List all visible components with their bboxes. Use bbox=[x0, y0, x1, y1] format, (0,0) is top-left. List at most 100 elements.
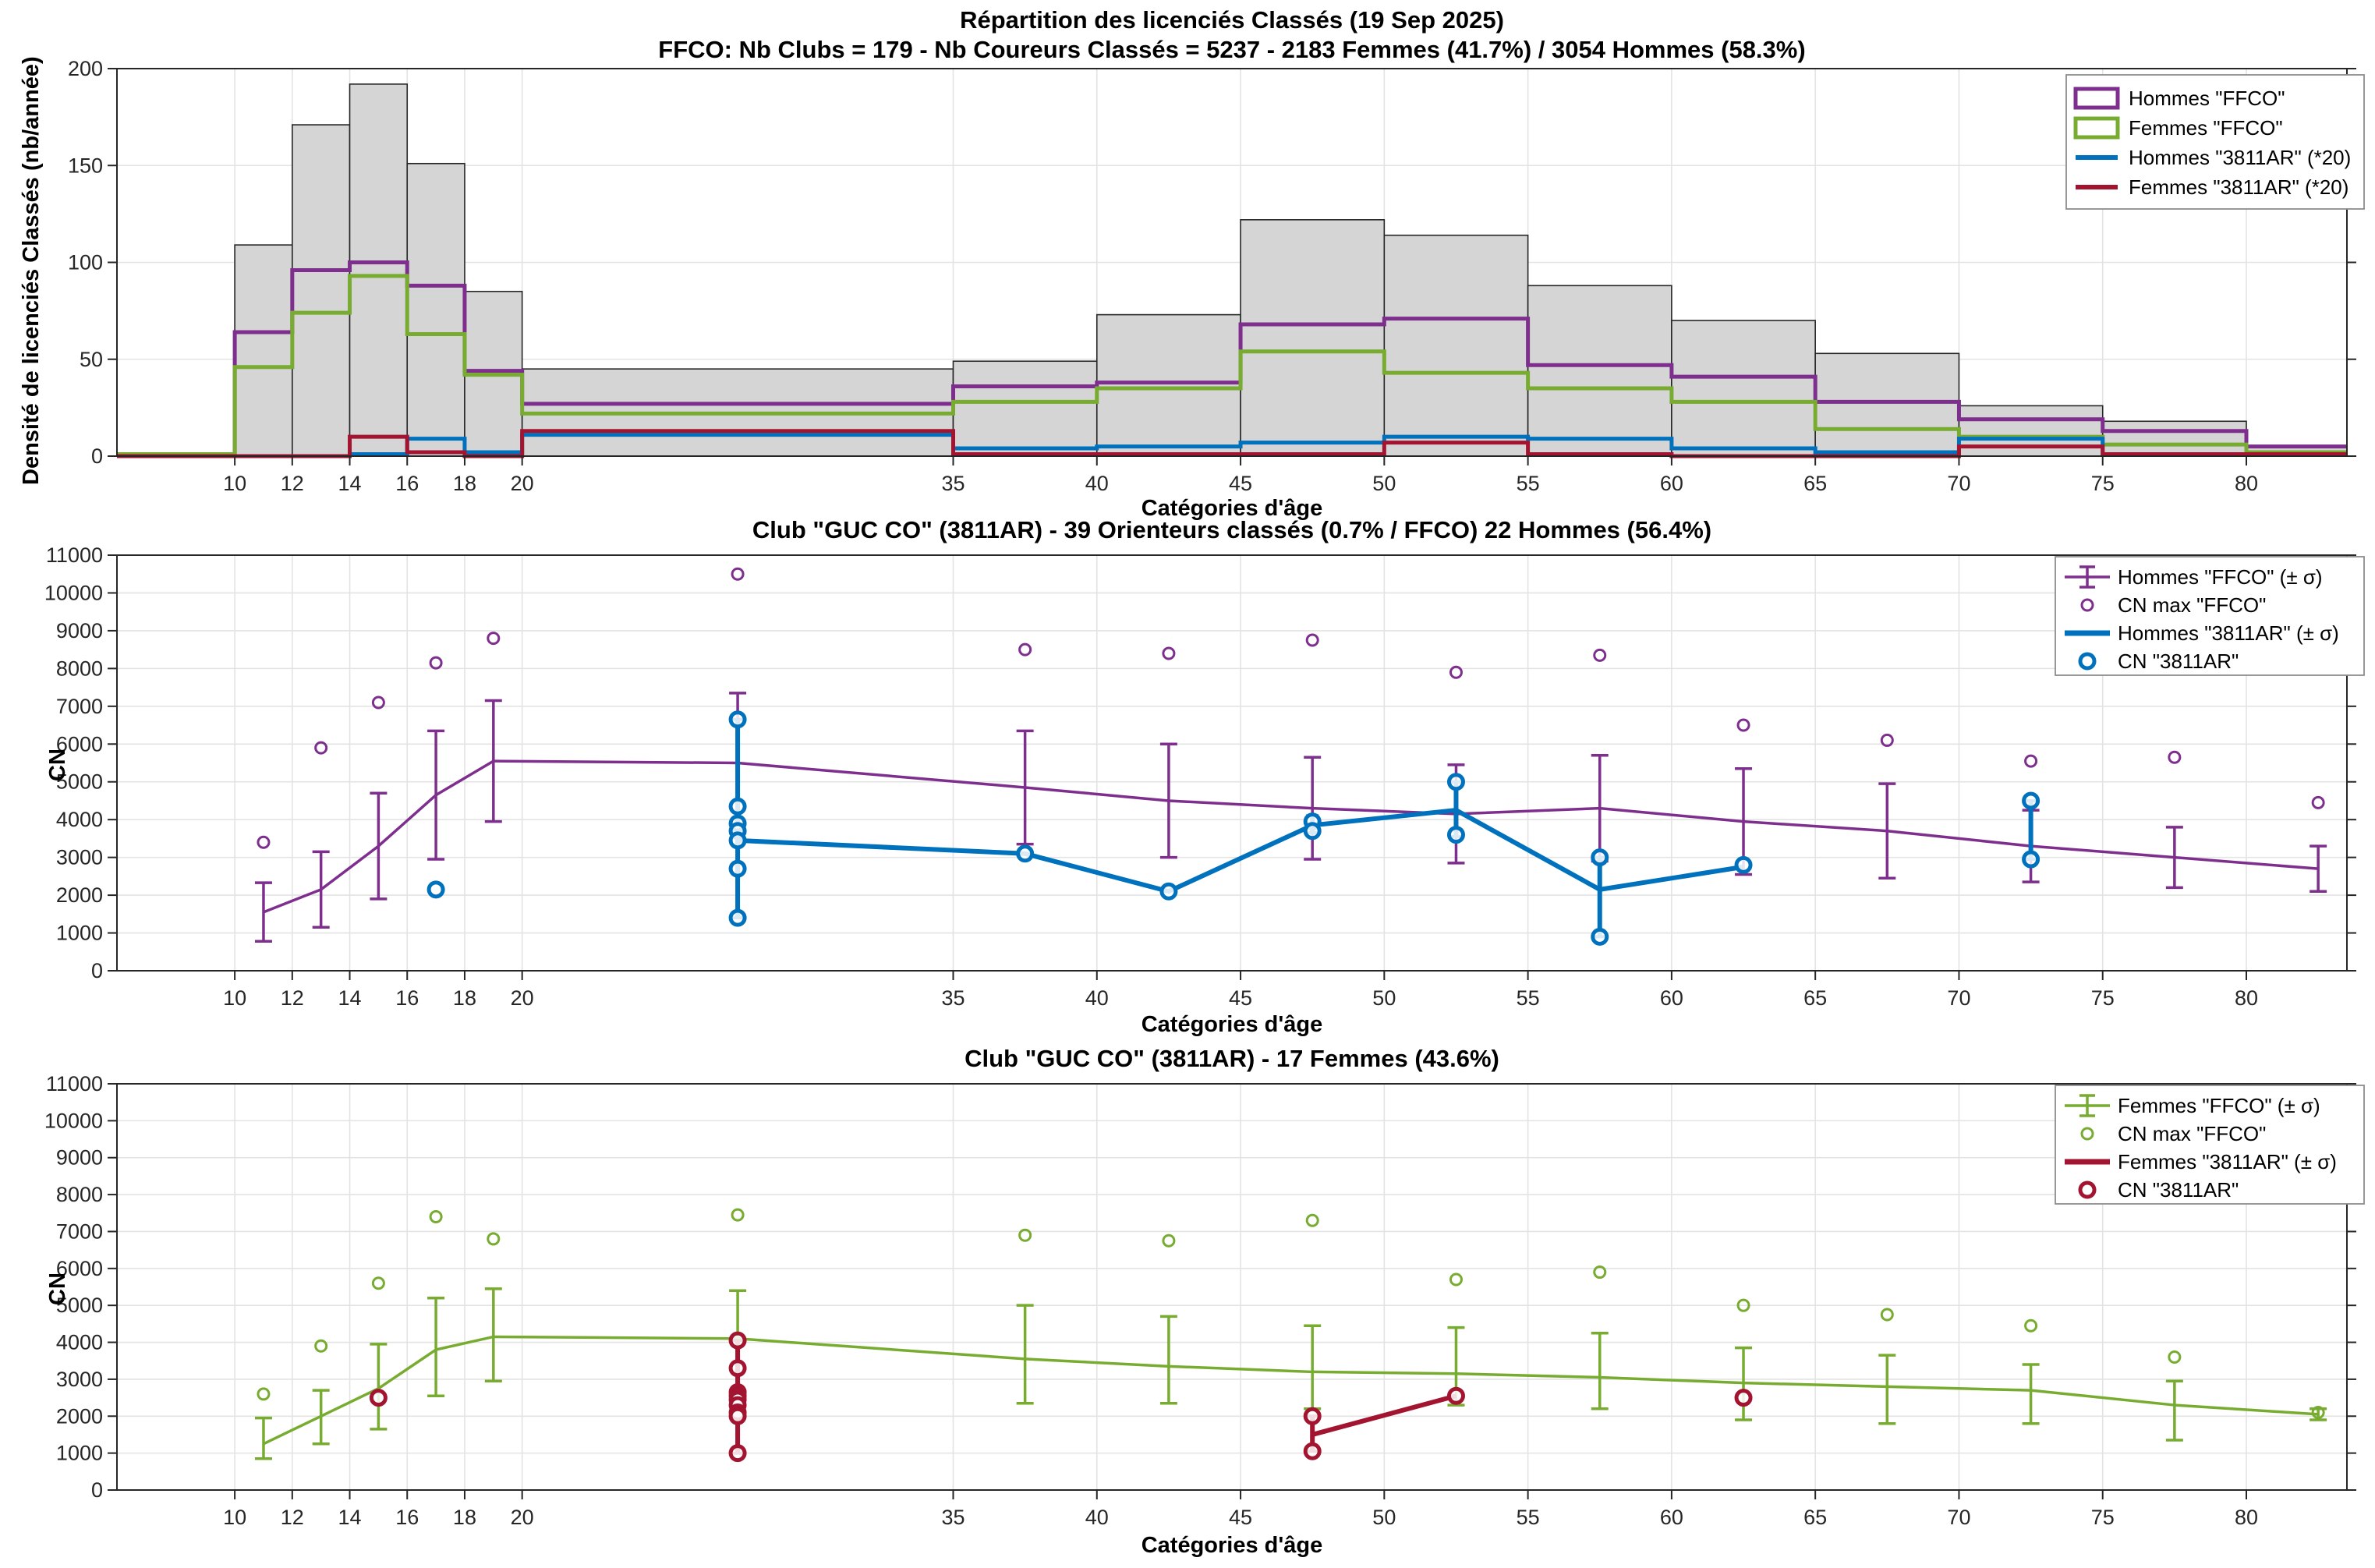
x-tick-label: 50 bbox=[1372, 1506, 1396, 1529]
x-tick-label: 40 bbox=[1085, 472, 1109, 495]
x-tick-label: 45 bbox=[1229, 1506, 1252, 1529]
legend-marker-errorbar-icon bbox=[2065, 1094, 2110, 1117]
x-tick-label: 40 bbox=[1085, 1506, 1109, 1529]
y-tick-label: 10000 bbox=[44, 1109, 103, 1132]
x-tick-label: 60 bbox=[1660, 472, 1683, 495]
y-tick-label: 0 bbox=[91, 1478, 103, 1502]
x-tick-label: 65 bbox=[1803, 472, 1827, 495]
legend-label: Hommes "3811AR" (*20) bbox=[2129, 146, 2351, 169]
x-tick-label: 35 bbox=[941, 472, 965, 495]
legend-label: CN max "FFCO" bbox=[2118, 1122, 2266, 1145]
ffco-mean-line bbox=[263, 759, 2319, 914]
y-tick-label: 0 bbox=[91, 444, 103, 468]
grid bbox=[117, 554, 2347, 972]
legend-label: Hommes "FFCO" bbox=[2129, 87, 2285, 110]
x-tick-label: 70 bbox=[1947, 472, 1970, 495]
y-tick-label: 8000 bbox=[56, 657, 103, 680]
x-tick-label: 20 bbox=[511, 472, 534, 495]
chart2-xlabel: Catégories d'âge bbox=[1141, 1012, 1323, 1037]
x-tick-label: 20 bbox=[511, 1506, 534, 1529]
y-tick-label: 200 bbox=[68, 57, 103, 80]
x-tick-label: 80 bbox=[2235, 986, 2258, 1010]
y-tick-label: 4000 bbox=[56, 808, 103, 831]
chart-2: 10 12 14 16 18 20 35 40 45 50 55 60 65 70 75 80 0 1000 200… bbox=[44, 543, 2365, 1010]
y-tick-label: 9000 bbox=[56, 1146, 103, 1170]
x-tick-label: 40 bbox=[1085, 986, 1109, 1010]
x-tick-label: 50 bbox=[1372, 986, 1396, 1010]
y-tick-label: 6000 bbox=[56, 1257, 103, 1280]
chart-3: 10 12 14 16 18 20 35 40 45 50 55 60 65 70 75 80 0 1000 200… bbox=[44, 1072, 2365, 1529]
legend-label: CN "3811AR" bbox=[2118, 649, 2239, 673]
y-tick-label: 0 bbox=[91, 959, 103, 982]
legend-marker-errorbar-icon bbox=[2065, 565, 2110, 589]
y-tick-label: 150 bbox=[68, 154, 103, 177]
x-tick-label: 12 bbox=[281, 472, 304, 495]
x-tick-label: 16 bbox=[395, 1506, 419, 1529]
x-tick-label: 75 bbox=[2091, 1506, 2115, 1529]
x-tick-label: 18 bbox=[453, 472, 476, 495]
step-series bbox=[117, 274, 2347, 457]
y-tick-label: 100 bbox=[68, 251, 103, 274]
legend-label: Hommes "3811AR" (± σ) bbox=[2118, 621, 2339, 645]
x-tick-label: 16 bbox=[395, 986, 419, 1010]
x-tick-label: 75 bbox=[2091, 986, 2115, 1010]
x-tick-label: 10 bbox=[223, 1506, 246, 1529]
x-tick-label: 35 bbox=[941, 986, 965, 1010]
legend-label: Femmes "FFCO" bbox=[2129, 116, 2283, 140]
x-tick-label: 12 bbox=[281, 1506, 304, 1529]
legend-label: Femmes "3811AR" (*20) bbox=[2129, 175, 2348, 199]
legend-marker-box-icon bbox=[2073, 87, 2120, 110]
x-tick-label: 50 bbox=[1372, 472, 1396, 495]
chart2-title: Club "GUC CO" (3811AR) - 39 Orienteurs c… bbox=[752, 516, 1712, 543]
y-tick-label: 11000 bbox=[46, 1072, 103, 1095]
x-tick-label: 45 bbox=[1229, 472, 1252, 495]
axes-frame bbox=[116, 1083, 2348, 1491]
x-tick-label: 18 bbox=[453, 1506, 476, 1529]
legend-chart-2: Hommes "FFCO" (± σ) CN max "FFCO" Hommes "… bbox=[2055, 556, 2365, 676]
legend-chart-3: Femmes "FFCO" (± σ) CN max "FFCO" Femmes "… bbox=[2055, 1085, 2365, 1205]
legend-marker-circle-icon bbox=[2080, 1127, 2094, 1141]
tick-labels: 10 12 14 16 18 20 35 40 45 50 55 60 65 70 75 80 0 50 100 15… bbox=[68, 57, 2258, 495]
y-tick-label: 3000 bbox=[56, 1368, 103, 1391]
x-tick-label: 14 bbox=[338, 1506, 362, 1529]
ffco-error-bars bbox=[254, 1287, 2327, 1460]
y-tick-label: 10000 bbox=[44, 581, 103, 604]
ffco-mean-line bbox=[263, 1335, 2319, 1446]
x-tick-label: 65 bbox=[1803, 986, 1827, 1010]
legend-label: CN max "FFCO" bbox=[2118, 593, 2266, 617]
y-tick-label: 7000 bbox=[56, 695, 103, 718]
x-tick-label: 60 bbox=[1660, 1506, 1683, 1529]
y-tick-label: 9000 bbox=[56, 619, 103, 642]
club-cn-markers bbox=[427, 710, 2041, 946]
y-tick-label: 11000 bbox=[46, 543, 103, 567]
x-tick-label: 14 bbox=[338, 472, 362, 495]
legend-label: Femmes "FFCO" (± σ) bbox=[2118, 1094, 2320, 1117]
club-mean-line bbox=[1311, 1393, 1457, 1437]
x-tick-label: 12 bbox=[281, 986, 304, 1010]
x-tick-label: 16 bbox=[395, 472, 419, 495]
y-tick-label: 1000 bbox=[56, 922, 103, 945]
chart1-title: Répartition des licenciés Classés (19 Se… bbox=[960, 6, 1504, 34]
x-tick-label: 65 bbox=[1803, 1506, 1827, 1529]
x-tick-label: 80 bbox=[2235, 472, 2258, 495]
chart3-xlabel: Catégories d'âge bbox=[1141, 1533, 1323, 1558]
chart3-ylabel: CN bbox=[45, 1272, 70, 1305]
x-tick-label: 55 bbox=[1517, 986, 1540, 1010]
x-tick-label: 10 bbox=[223, 472, 246, 495]
legend-label: CN "3811AR" bbox=[2118, 1178, 2239, 1202]
y-tick-label: 2000 bbox=[56, 883, 103, 907]
chart3-title: Club "GUC CO" (3811AR) - 17 Femmes (43.6… bbox=[965, 1045, 1499, 1072]
axes-frame bbox=[116, 554, 2348, 972]
y-tick-label: 50 bbox=[80, 348, 103, 371]
legend-marker-circle-bold-icon bbox=[2078, 652, 2097, 671]
y-tick-label: 2000 bbox=[56, 1404, 103, 1428]
x-tick-label: 14 bbox=[338, 986, 362, 1010]
y-tick-label: 5000 bbox=[56, 1294, 103, 1317]
x-tick-label: 10 bbox=[223, 986, 246, 1010]
y-tick-label: 7000 bbox=[56, 1219, 103, 1243]
legend-marker-box-icon bbox=[2073, 116, 2120, 140]
x-tick-label: 60 bbox=[1660, 986, 1683, 1010]
chart1-xlabel: Catégories d'âge bbox=[1141, 496, 1323, 521]
tick-labels: 10 12 14 16 18 20 35 40 45 50 55 60 65 70 75 80 0 1000 200… bbox=[44, 1072, 2258, 1529]
